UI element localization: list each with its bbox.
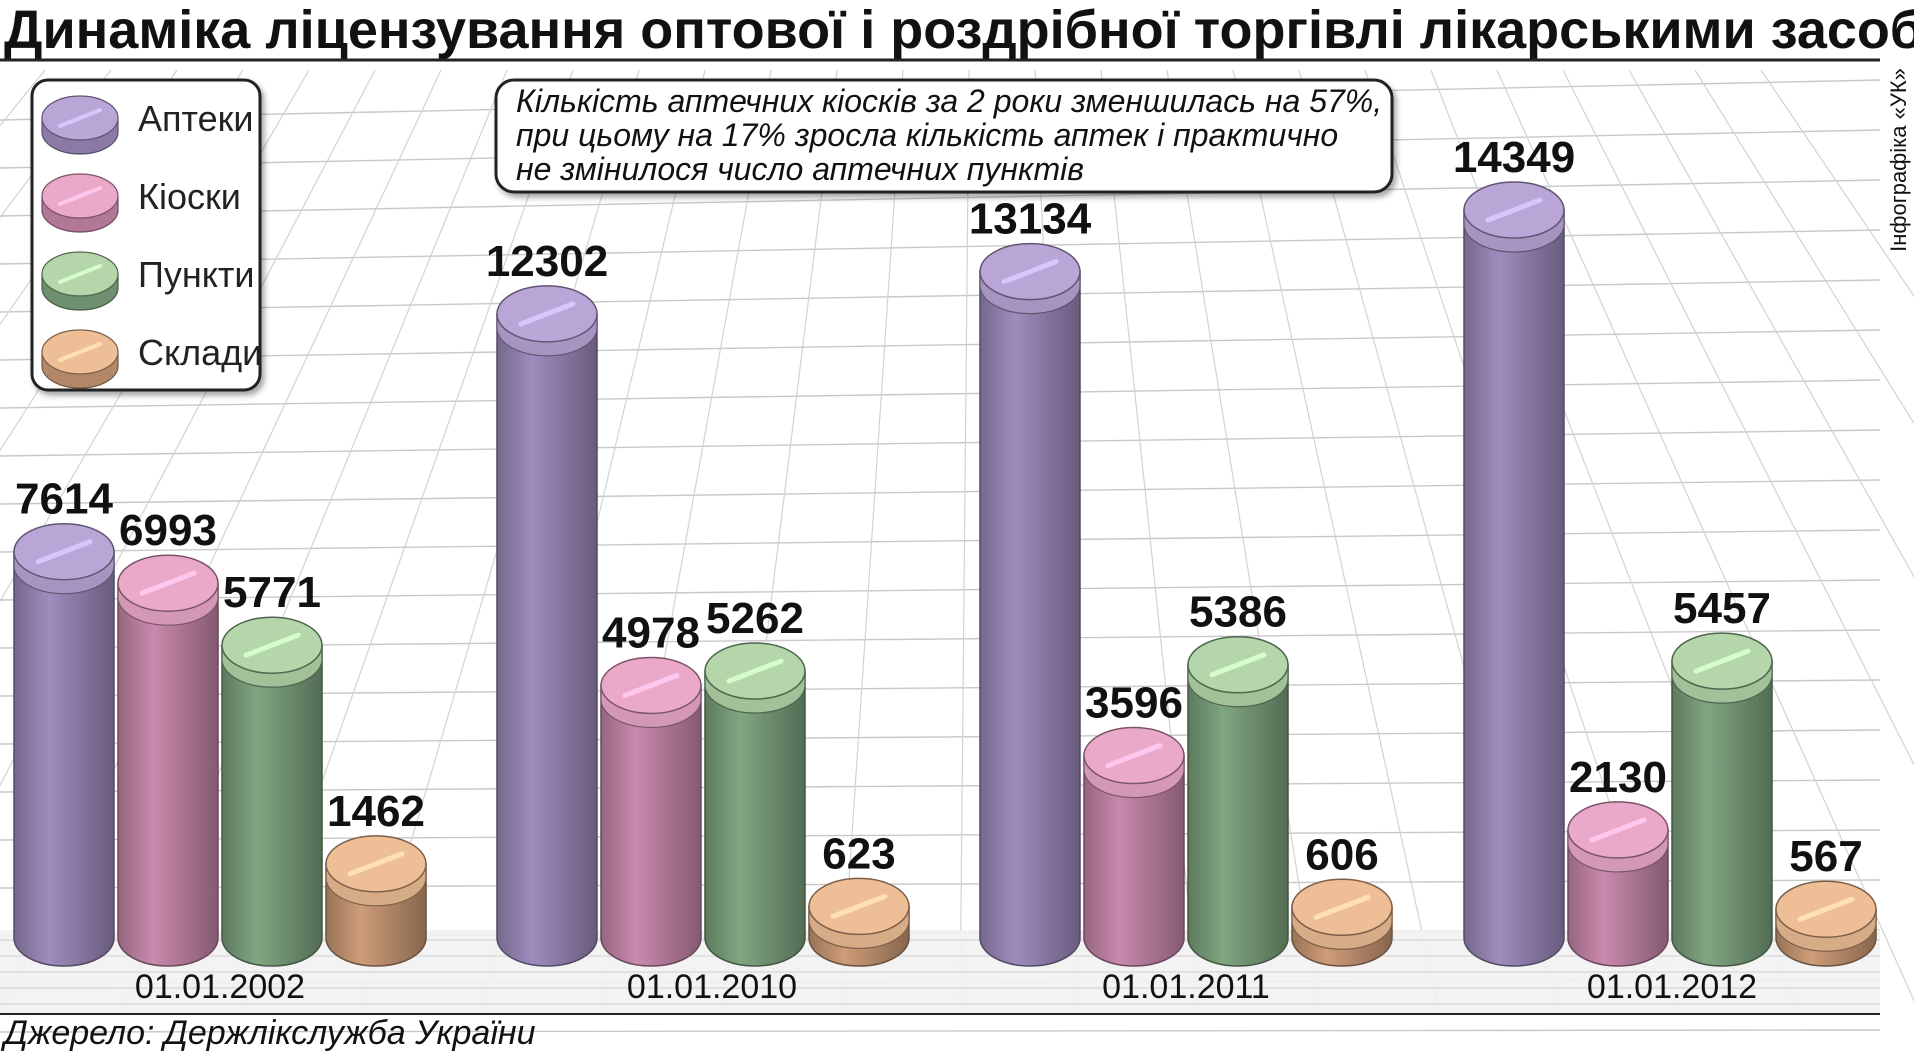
category-label: 01.01.2011 [1102, 968, 1270, 1006]
bar [1463, 181, 1565, 967]
bar-score-line [518, 301, 576, 327]
bar [600, 656, 702, 967]
bar [1083, 726, 1185, 967]
value-label: 4978 [602, 608, 700, 657]
bar [117, 554, 219, 967]
legend-swatch-score [58, 108, 102, 128]
credit-label: Інфографіка «УК» [1886, 68, 1911, 252]
bar-body [1671, 660, 1773, 967]
bar-score-line [1797, 896, 1855, 922]
value-label: 3596 [1085, 679, 1183, 728]
bar-body [13, 550, 115, 967]
legend-swatch-score [58, 342, 102, 362]
bar-score-line [1209, 652, 1267, 678]
bar-score-line [1589, 817, 1647, 843]
bar-score-line [347, 851, 405, 877]
value-label: 13134 [969, 195, 1092, 244]
bar-body [1083, 754, 1185, 967]
category-label: 01.01.2010 [627, 968, 797, 1006]
chart-title: Динаміка ліцензування оптової і роздрібн… [4, 0, 1914, 60]
legend-label: Пункти [138, 254, 255, 295]
value-label: 567 [1789, 832, 1862, 881]
annotation-line: Кількість аптечних кіосків за 2 роки зме… [516, 83, 1382, 119]
annotation-line: не змінилося число аптечних пунктів [516, 151, 1084, 187]
legend-swatch-score [58, 264, 102, 284]
legend-swatch-score [58, 186, 102, 206]
legend-label: Склади [138, 332, 262, 373]
value-label: 5457 [1673, 584, 1771, 633]
bar-body [600, 684, 702, 967]
bar [808, 877, 910, 967]
legend-item: Склади [41, 329, 262, 389]
bar-score-line [1485, 197, 1543, 223]
value-label: 1462 [327, 787, 425, 836]
bar [1187, 635, 1289, 967]
legend-label: Аптеки [138, 98, 253, 139]
bar-body [979, 270, 1081, 967]
bar-score-line [35, 539, 93, 565]
value-label: 6993 [119, 506, 217, 555]
value-label: 606 [1305, 830, 1378, 879]
bar-body [1463, 209, 1565, 967]
value-label: 2130 [1569, 753, 1667, 802]
bar [496, 285, 598, 967]
bar [979, 242, 1081, 967]
value-label: 7614 [15, 475, 113, 524]
value-label: 623 [822, 829, 895, 878]
bar [13, 522, 115, 967]
bar-score-line [622, 672, 680, 698]
bar-body [1187, 663, 1289, 967]
value-label: 5771 [223, 568, 321, 617]
bar [1775, 880, 1877, 967]
category-label: 01.01.2002 [135, 968, 305, 1006]
annotation-box [494, 78, 1394, 194]
bar [325, 835, 427, 967]
bar-body [117, 582, 219, 967]
bar [1671, 632, 1773, 967]
legend: Аптеки Кіоски Пункти Склади [30, 78, 262, 392]
value-label: 5386 [1189, 588, 1287, 637]
bar-body [496, 313, 598, 967]
bar-body [221, 644, 323, 967]
bar-score-line [726, 658, 784, 684]
bar-score-line [1001, 259, 1059, 285]
category-label: 01.01.2012 [1587, 968, 1757, 1006]
legend-item: Аптеки [41, 95, 253, 155]
legend-box [30, 78, 262, 392]
annotation-text: Кількість аптечних кіосків за 2 роки зме… [516, 83, 1391, 187]
value-label: 12302 [486, 237, 608, 286]
bar-score-line [1313, 894, 1371, 920]
bar-score-line [1105, 743, 1163, 769]
legend-item: Пункти [41, 251, 255, 311]
source-label: Джерело: Держлікслужба України [0, 1014, 536, 1052]
legend-label: Кіоски [138, 176, 241, 217]
bar [1567, 801, 1669, 967]
bar-score-line [1693, 648, 1751, 674]
bar-score-line [830, 893, 888, 919]
value-label: 5262 [706, 594, 804, 643]
bar-body [704, 670, 806, 967]
annotation: Кількість аптечних кіосків за 2 роки зме… [494, 78, 1394, 194]
chart-bars [13, 181, 1877, 967]
value-label: 14349 [1453, 133, 1575, 182]
bar-score-line [243, 632, 301, 658]
legend-item: Кіоски [41, 173, 241, 233]
bar [221, 616, 323, 967]
bar [704, 642, 806, 967]
bar [1291, 878, 1393, 967]
bar-score-line [139, 570, 197, 596]
annotation-line: при цьому на 17% зросла кількість аптек … [516, 117, 1338, 153]
